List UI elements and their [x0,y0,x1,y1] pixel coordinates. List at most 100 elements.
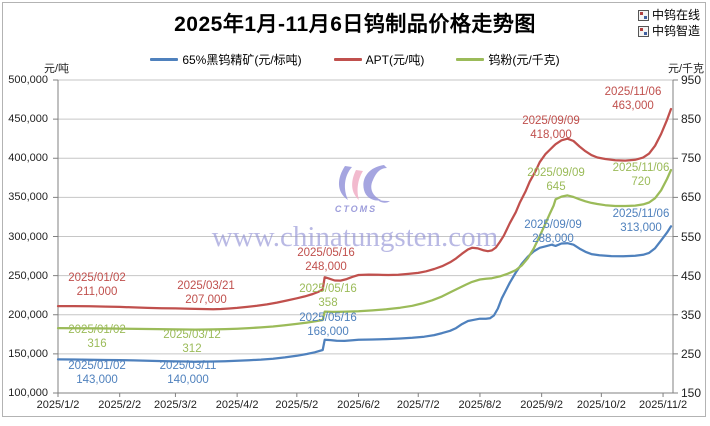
right-axis-tick-label: 750 [681,151,702,166]
right-axis-tick-label: 450 [681,268,702,283]
brand-label: 中钨智造 [651,24,700,38]
annotation-date: 2025/05/16 [297,247,355,259]
annotation-date: 2025/09/09 [524,219,582,231]
annotation-value: 316 [87,338,107,350]
legend-line-sample [333,58,362,61]
brand-chinatungsten-smart: 中钨智造 [637,23,700,39]
annotation-date: 2025/03/11 [159,360,217,372]
annotation-date: 2025/11/06 [612,162,670,174]
brand-logo-icon [637,9,649,21]
legend-item-1: APT(元/吨) [333,51,425,68]
x-axis-tick-label: 2025/4/2 [215,399,259,411]
annotation-2025/03/11: 2025/03/11 140,000 [160,359,217,387]
annotation-value: 140,000 [167,374,209,386]
annotation-date: 2025/01/02 [68,324,126,336]
left-axis-tick-label: 300,000 [8,230,48,243]
annotation-date: 2025/03/21 [177,280,235,292]
left-axis-tick-label: 400,000 [8,152,48,165]
annotation-2025/09/09: 2025/09/09 288,000 [524,218,582,246]
series-line-65%黑钨精矿(元/标吨) [56,225,673,363]
annotation-value: 418,000 [530,129,572,141]
annotation-2025/05/16: 2025/05/16 168,000 [299,311,357,339]
annotation-value: 358 [318,297,338,309]
annotation-value: 288,000 [532,233,574,245]
annotation-date: 2025/05/16 [299,312,357,324]
annotation-value: 313,000 [620,222,662,234]
annotation-value: 312 [182,343,202,355]
right-axis-tick-label: 650 [681,190,702,205]
annotation-date: 2025/05/16 [299,283,357,295]
x-axis-tick-label: 2025/3/2 [154,399,197,411]
x-axis-tick-label: 2025/10/2 [576,399,626,411]
annotation-value: 463,000 [612,100,654,112]
annotation-value: 248,000 [305,261,347,273]
watermark-logo-pink-petal [352,170,363,200]
annotation-value: 168,000 [307,326,349,338]
x-axis-tick-label: 2025/7/2 [396,399,440,411]
annotation-2025/03/12: 2025/03/12 312 [163,328,221,356]
watermark-logo-left-petal [338,166,352,200]
annotation-2025/05/16: 2025/05/16 248,000 [297,246,355,274]
brand-logo-icon [637,25,649,37]
annotation-2025/01/02: 2025/01/02 316 [68,323,126,351]
legend-line-sample [150,58,179,61]
right-axis-tick-label: 550 [681,229,702,244]
legend-line-sample [456,58,485,61]
annotation-date: 2025/09/09 [527,167,585,179]
left-axis-tick-label: 200,000 [8,308,48,321]
annotation-2025/09/09: 2025/09/09 645 [527,166,585,194]
right-axis-tick-label: 350 [681,307,702,322]
watermark-logo-text: CTOMS [335,204,377,214]
annotation-2025/03/21: 2025/03/21 207,000 [177,279,235,307]
x-axis-tick-label: 2025/11/2 [638,399,688,411]
brand-chinatungsten-online: 中钨在线 [637,7,700,23]
annotation-date: 2025/11/06 [612,208,670,220]
legend-item-2: 钨粉(元/千克) [456,51,560,68]
annotation-value: 720 [631,176,651,188]
left-axis-tick-label: 350,000 [8,191,48,204]
annotation-2025/11/06: 2025/11/06 463,000 [605,85,662,113]
annotation-date: 2025/11/06 [604,86,662,98]
right-axis-tick-label: 850 [681,112,702,127]
annotation-date: 2025/01/02 [68,272,126,284]
legend-label: 65%黑钨精矿(元/标吨) [182,53,302,67]
brand-links: 中钨在线 中钨智造 [637,7,700,39]
annotation-2025/11/06: 2025/11/06 720 [613,161,670,189]
series-line-钨粉(元/千克) [56,168,673,331]
brand-label: 中钨在线 [651,8,700,22]
right-axis-tick-label: 150 [681,386,702,400]
chart-border [2,2,706,417]
right-axis-tick-label: 250 [681,346,702,361]
annotation-2025/01/02: 2025/01/02 143,000 [68,359,126,387]
watermark-url: www.chinatungsten.com [212,221,499,253]
annotation-date: 2025/03/12 [163,329,221,341]
annotation-date: 2025/09/09 [522,115,580,127]
x-axis-tick-label: 2025/6/2 [337,399,380,411]
watermark-logo-right-swirl [363,165,390,203]
right-axis-tick-label: 950 [681,73,702,87]
left-axis-tick-label: 500,000 [8,74,48,86]
x-axis-tick-label: 2025/8/2 [458,399,502,411]
legend-item-0: 65%黑钨精矿(元/标吨) [150,51,302,68]
annotation-value: 211,000 [76,286,118,298]
left-axis-tick-label: 250,000 [8,269,48,282]
x-axis-tick-label: 2025/5/2 [275,399,319,411]
x-axis-tick-label: 2025/1/2 [36,399,80,411]
left-axis-tick-label: 100,000 [8,387,48,399]
annotation-2025/05/16: 2025/05/16 358 [299,282,357,310]
left-axis-tick-label: 150,000 [8,347,48,360]
legend: 65%黑钨精矿(元/标吨) APT(元/吨) 钨粉(元/千克) [0,51,710,68]
right-axis-unit: 元/千克 [668,63,705,75]
series-line-APT(元/吨) [56,107,673,311]
annotation-value: 207,000 [185,294,227,306]
annotation-2025/11/06: 2025/11/06 313,000 [613,207,670,235]
annotation-value: 645 [546,181,566,193]
legend-label: 钨粉(元/千克) [488,53,560,67]
left-axis-unit: 元/吨 [44,63,70,75]
annotation-2025/01/02: 2025/01/02 211,000 [68,271,126,299]
annotation-value: 143,000 [76,374,118,386]
legend-label: APT(元/吨) [365,53,425,67]
annotation-2025/09/09: 2025/09/09 418,000 [522,114,580,142]
